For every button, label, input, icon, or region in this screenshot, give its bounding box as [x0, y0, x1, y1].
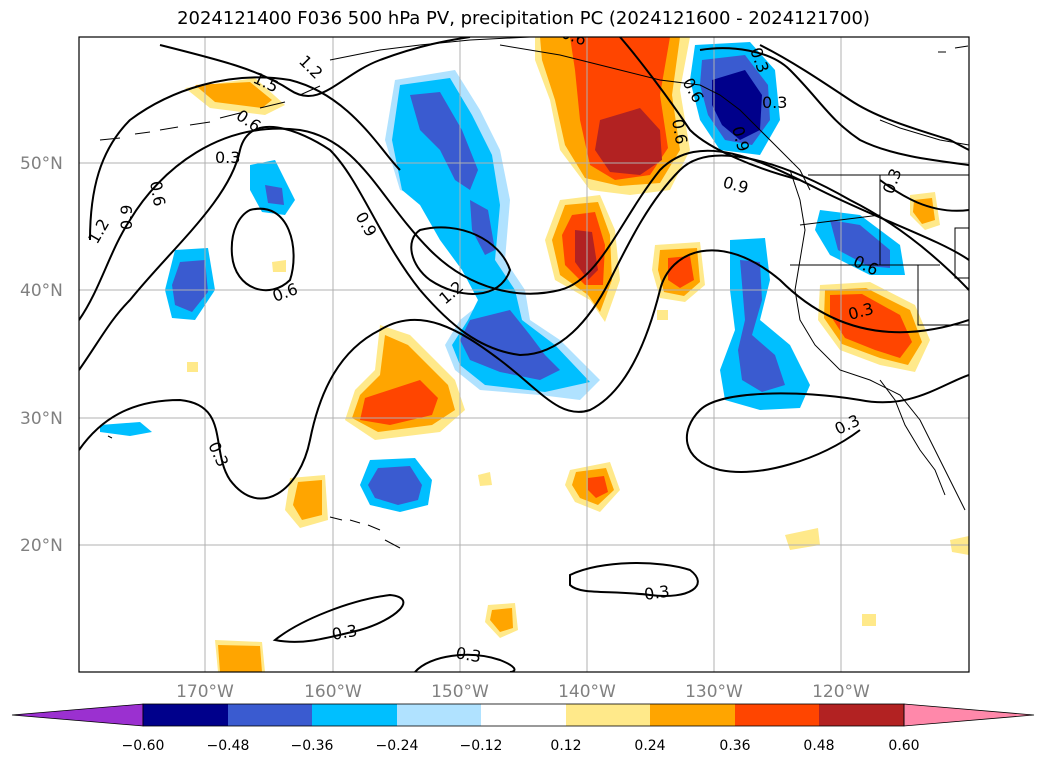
colorbar: −0.60 −0.48 −0.36 −0.24 −0.12 0.12 0.24 …: [11, 703, 1035, 754]
pos-area-hawaii-west-orange: [293, 480, 322, 520]
contour-label: 0.3: [215, 148, 240, 167]
colorbar-tick: 0.36: [719, 738, 750, 754]
pos-area-small-pt3: [862, 614, 876, 626]
contour-1-2-middle: [410, 226, 512, 295]
contour-0-3-south-2: [272, 593, 405, 643]
contour-0-9-bc: [619, 37, 801, 181]
neg-area-west-pacific-mid: [172, 260, 208, 312]
lat-label: 20°N: [20, 536, 63, 556]
longitude-labels: 170°W 160°W 150°W 140°W 130°W 120°W: [176, 682, 870, 702]
neg-area-offshore-california-mid: [738, 260, 785, 392]
colorbar-tick: 0.48: [803, 738, 834, 754]
colorbar-cell: [819, 704, 904, 726]
colorbar-cell: [566, 704, 650, 726]
pos-area-small-pt1: [478, 472, 492, 486]
contour-0-3-south-3: [414, 653, 516, 672]
small-islands: [107, 45, 969, 439]
pos-area-california-red: [830, 294, 912, 358]
contour-0-3-bc: [759, 44, 969, 151]
idaho-box: [954, 227, 969, 279]
negative-precip-areas: [100, 42, 905, 512]
colorbar-max-extend: [903, 703, 1035, 727]
pos-area-small-mid-red: [588, 476, 608, 498]
contour-label: 0.3: [330, 621, 358, 644]
colorbar-tick: −0.24: [376, 738, 419, 754]
gridlines: [79, 37, 969, 672]
contour-0-3-south-1: [569, 562, 699, 597]
neg-area-small-sw: [100, 422, 152, 436]
lat-label: 30°N: [20, 409, 63, 429]
contour-0-6-idaho: [879, 179, 969, 212]
neg-area-aleutian-mid: [265, 185, 284, 205]
colorbar-tick: −0.36: [291, 738, 334, 754]
coastlines: [99, 37, 969, 549]
colorbar-cell: [650, 704, 735, 726]
lon-label: 130°W: [685, 682, 743, 702]
west-us-coast: [789, 169, 966, 511]
latitude-labels: 50°N 40°N 30°N 20°N: [20, 154, 63, 556]
colorbar-cell: [312, 704, 397, 726]
contour-label: 0.6: [668, 117, 691, 145]
contour-label: 0.6: [146, 179, 169, 207]
colorbar-tick: −0.60: [122, 738, 165, 754]
lon-label: 120°W: [812, 682, 870, 702]
pos-area-small-pt5: [187, 362, 198, 372]
lon-label: 140°W: [558, 682, 616, 702]
map-title: 2024121400 F036 500 hPa PV, precipitatio…: [177, 8, 870, 29]
pos-area-west-north-orange: [195, 82, 272, 108]
alaska-coast: [329, 37, 811, 191]
colorbar-tick: 0.12: [550, 738, 581, 754]
contour-label: 0.9: [117, 205, 136, 230]
neg-area-gulf-alaska-west-mid: [410, 92, 560, 380]
pos-area-south-west-orange: [218, 645, 262, 672]
colorbar-cell: [735, 704, 819, 726]
contour-1-2-a: [89, 76, 401, 241]
pos-area-small-pt4: [657, 310, 668, 320]
neg-area-alaska-panhandle-dark: [712, 70, 762, 140]
pos-area-idaho-orange: [913, 198, 935, 224]
contour-0-6-bc: [699, 47, 969, 166]
lat-label: 40°N: [20, 281, 63, 301]
pos-area-gulf-alaska-east-dark: [595, 108, 662, 175]
colorbar-cell: [143, 704, 228, 726]
lat-label: 50°N: [20, 154, 63, 174]
pos-area-subtropical-red: [360, 380, 438, 425]
colorbar-tick: 0.24: [634, 738, 665, 754]
aleutians: [99, 85, 321, 141]
colorbar-min-extend: [11, 703, 144, 727]
contour-0-3-main: [79, 249, 969, 500]
map-border: [78, 36, 970, 673]
lon-label: 160°W: [304, 682, 362, 702]
colorbar-cell: [397, 704, 481, 726]
colorbar-cell: [228, 704, 312, 726]
colorbar-border: [142, 703, 905, 727]
lon-label: 170°W: [176, 682, 234, 702]
contour-1-5-north: [159, 37, 471, 97]
lon-label: 150°W: [431, 682, 489, 702]
contour-0-3-east-loop: [685, 374, 969, 473]
neg-area-oregon-mid: [830, 220, 890, 268]
contour-0-6-west: [79, 125, 969, 371]
contour-0-6-loop: [230, 207, 295, 292]
pv-contours: [79, 37, 969, 672]
positive-precip-areas: [185, 37, 969, 672]
colorbar-tick: 0.60: [888, 738, 919, 754]
contour-label: 0.3: [454, 643, 482, 666]
neg-area-central-pacific-mid: [368, 466, 422, 505]
pos-area-south-small-orange: [490, 608, 513, 632]
contour-label: 0.3: [643, 582, 671, 604]
colorbar-cell: [481, 704, 566, 726]
baja: [879, 379, 946, 496]
colorbar-tick: −0.48: [207, 738, 250, 754]
contour-label: 0.3: [762, 93, 787, 112]
pos-area-small-pt2: [272, 260, 286, 272]
state-border-wa-or: [799, 214, 881, 226]
colorbar-tick: −0.12: [460, 738, 503, 754]
hawaii: [329, 516, 401, 549]
